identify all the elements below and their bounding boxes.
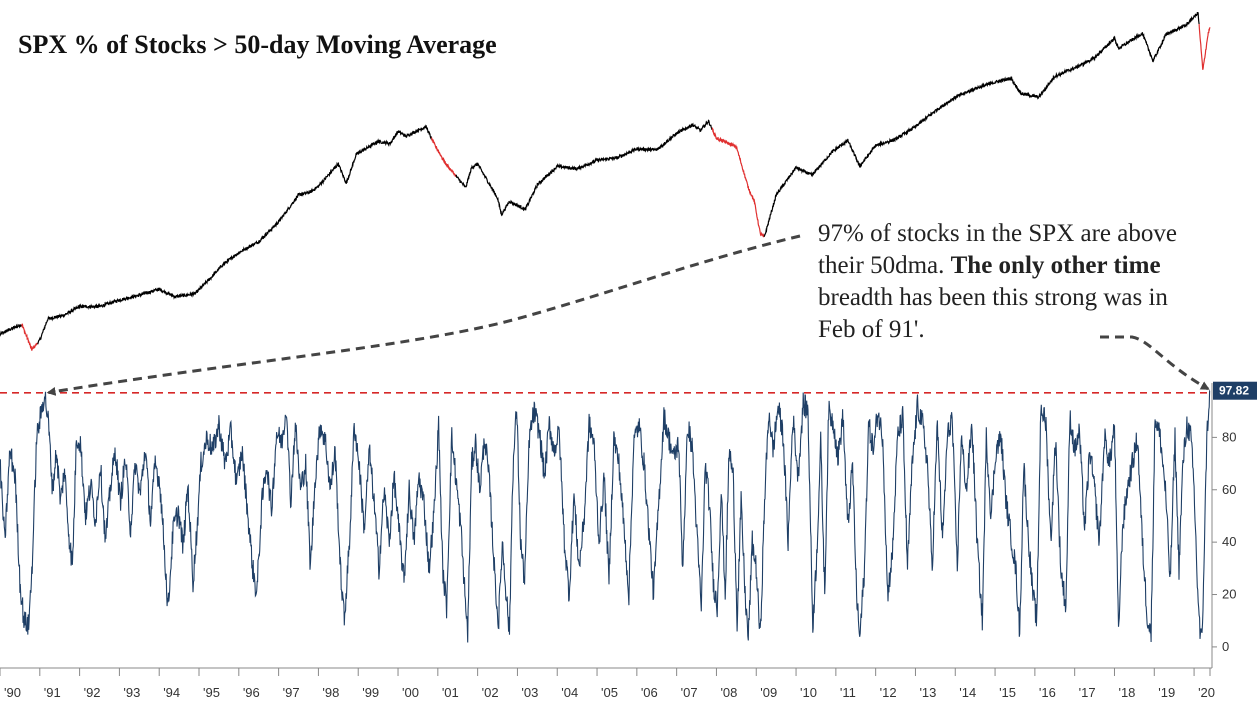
x-tick-label: '04 (561, 685, 578, 700)
x-tick-label: '12 (880, 685, 897, 700)
price-line-segment (455, 119, 713, 217)
x-tick-label: '90 (4, 685, 21, 700)
x-tick-label: '17 (1079, 685, 1096, 700)
x-tick-label: '19 (1158, 685, 1175, 700)
x-tick-label: '93 (123, 685, 140, 700)
breadth-line (0, 390, 1211, 643)
axes: 0 20 40 60 80 97.82 '90 '91 '92 '93 '94 '95 '96 '97 '9… (0, 381, 1257, 700)
arrow-to-feb91 (46, 234, 801, 396)
x-tick-label: '08 (720, 685, 737, 700)
y-tick-label: 40 (1222, 534, 1236, 549)
price-drawdown-segment (21, 323, 39, 351)
x-tick-label: '11 (840, 685, 856, 700)
arrow-to-current (1100, 335, 1210, 391)
annotation-text: 97% of stocks in the SPX are above their… (818, 218, 1198, 346)
x-tick-label: '01 (442, 685, 459, 700)
x-tick-label: '99 (362, 685, 379, 700)
price-panel (0, 12, 1211, 351)
x-tick-label: '16 (1039, 685, 1056, 700)
x-tick-label: '06 (641, 685, 658, 700)
annotation-arrows (46, 234, 1210, 396)
last-value-label: 97.82 (1219, 384, 1249, 398)
x-tick-label: '96 (243, 685, 260, 700)
x-tick-label: '03 (521, 685, 538, 700)
x-tick-label: '02 (482, 685, 499, 700)
price-drawdown-segment (430, 137, 457, 177)
x-tick-label: '10 (800, 685, 817, 700)
chart-title: SPX % of Stocks > 50-day Moving Average (18, 30, 497, 59)
x-tick-label: '95 (203, 685, 220, 700)
y-tick-label: 80 (1222, 429, 1236, 444)
x-tick-label: '20 (1198, 685, 1215, 700)
last-value-badge (1213, 381, 1257, 400)
x-tick-label: '91 (44, 685, 61, 700)
price-line-segment (0, 323, 22, 337)
annotation-bold: The only other time (950, 252, 1161, 279)
annotation-part1: 97% of stocks in the SPX are above their… (818, 220, 1177, 279)
price-line-segment (37, 124, 433, 345)
x-tick-label: '07 (681, 685, 698, 700)
x-tick-label: '94 (163, 685, 180, 700)
x-tick-label: '14 (959, 685, 976, 700)
x-tick-label: '18 (1118, 685, 1135, 700)
price-drawdown-segment (711, 127, 765, 238)
y-tick-label: 60 (1222, 482, 1236, 497)
price-line-segment (763, 12, 1200, 237)
price-drawdown-segment (1198, 24, 1211, 70)
y-tick-label: 0 (1222, 639, 1229, 654)
y-tick-label: 20 (1222, 587, 1236, 602)
x-tick-label: '98 (322, 685, 339, 700)
x-tick-label: '09 (760, 685, 777, 700)
annotation-part2: breadth has been this strong was in Feb … (818, 284, 1168, 343)
x-tick-label: '05 (601, 685, 618, 700)
x-tick-label: '15 (999, 685, 1016, 700)
x-tick-label: '97 (283, 685, 300, 700)
x-tick-label: '00 (402, 685, 419, 700)
breadth-panel (0, 390, 1212, 643)
x-tick-label: '13 (919, 685, 936, 700)
x-tick-label: '92 (84, 685, 101, 700)
